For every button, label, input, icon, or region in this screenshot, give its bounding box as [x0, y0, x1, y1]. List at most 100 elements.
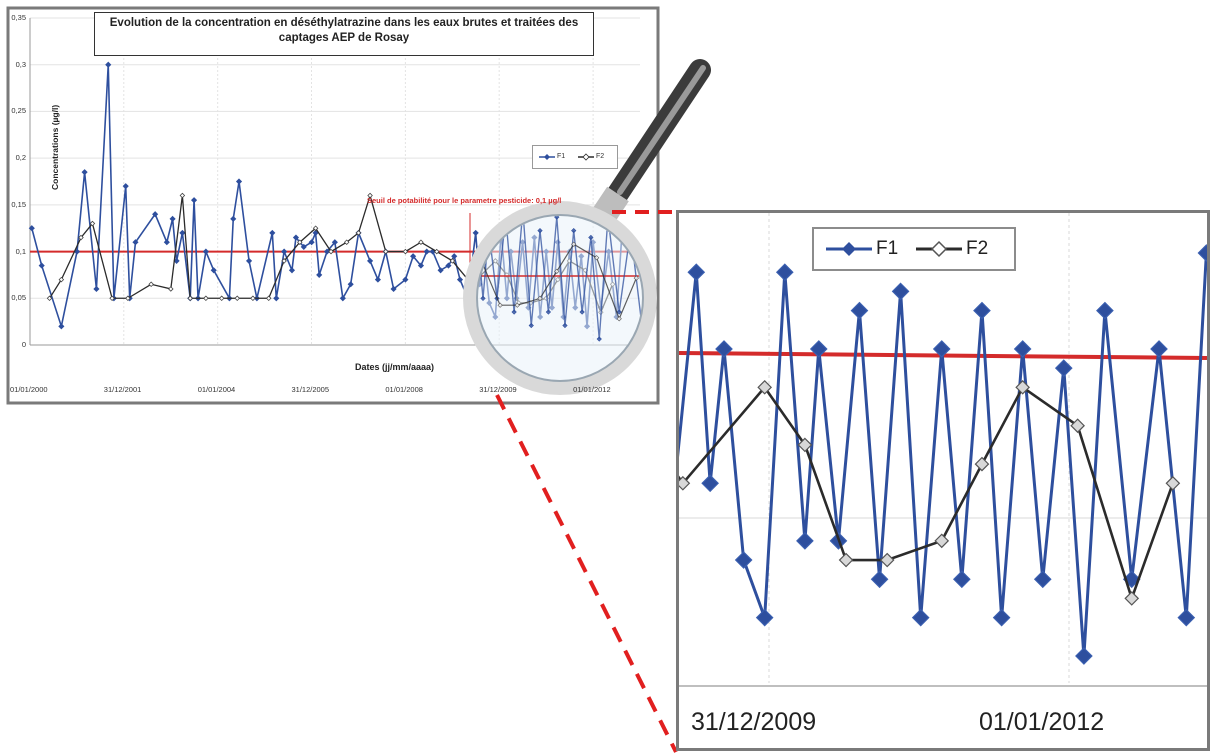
data-point-f1 — [472, 229, 479, 236]
zoom-data-point-f1 — [1096, 301, 1114, 320]
zoom-data-point-f2 — [679, 475, 691, 491]
lens-data-point-f1 — [554, 216, 560, 220]
zoom-data-point-f2 — [757, 379, 773, 395]
zoom-legend-label-f1: F1 — [876, 238, 899, 259]
lens-data-point-f1 — [562, 322, 568, 329]
zoom-data-point-f1 — [755, 608, 774, 627]
data-point-f1 — [269, 229, 276, 236]
x-tick-label: 31/12/2001 — [103, 385, 142, 394]
data-point-f1 — [122, 183, 129, 190]
y-tick-label: 0,15 — [11, 199, 26, 209]
lens-series-line-f1 — [478, 216, 642, 342]
zoom-legend-swatches — [826, 240, 962, 258]
legend: F1 F2 — [532, 145, 618, 169]
x-axis-label: Dates (jj/mm/aaaa) — [355, 362, 435, 372]
lens-data-point-f1 — [511, 309, 517, 315]
zoom-series-layer — [679, 244, 1207, 665]
data-point-f2 — [265, 295, 272, 302]
zoom-data-point-f1 — [973, 301, 991, 320]
data-point-f1 — [273, 295, 280, 302]
lens-data-point-f2 — [537, 295, 543, 302]
zoom-chart — [679, 213, 1207, 687]
y-axis-label: Concentrations (µg/l) — [50, 104, 60, 190]
zoom-data-point-f1 — [932, 340, 951, 358]
y-tick-label: 0,3 — [15, 59, 26, 69]
data-point-f1 — [81, 169, 88, 176]
lens-data-point-f1 — [528, 322, 534, 329]
zoom-data-point-f1 — [775, 263, 794, 282]
lens-data-point-f2 — [616, 316, 622, 322]
y-tick-label: 0,2 — [15, 153, 26, 163]
zoom-series-line-f1 — [679, 252, 1207, 657]
data-point-f1 — [163, 239, 170, 246]
data-point-f1 — [58, 323, 65, 330]
data-point-f1 — [230, 215, 237, 222]
zoom-data-point-f1 — [870, 570, 889, 589]
data-point-f2 — [187, 295, 193, 302]
zoom-data-point-f1 — [1075, 647, 1093, 665]
data-point-f1 — [456, 276, 464, 283]
data-point-f1 — [445, 262, 452, 269]
lens-data-point-f2 — [633, 275, 639, 281]
data-point-f1 — [323, 248, 331, 255]
data-point-f1 — [423, 248, 430, 255]
data-point-f1 — [331, 239, 338, 246]
zoom-data-point-f1 — [796, 532, 814, 550]
zoom-x-tick-2: 01/01/2012 — [979, 708, 1105, 736]
lens-data-point-f1 — [579, 309, 585, 315]
zoom-data-point-f2 — [838, 552, 854, 568]
data-point-f1 — [132, 239, 139, 246]
data-point-f1 — [281, 248, 288, 255]
data-point-f2 — [109, 295, 115, 302]
data-point-f2 — [179, 192, 186, 199]
data-point-f1 — [245, 257, 253, 264]
data-point-f2 — [148, 281, 154, 288]
data-point-f1 — [300, 243, 307, 250]
zoom-data-point-f2 — [797, 437, 813, 453]
data-point-f1 — [169, 215, 176, 222]
zoom-data-point-f2 — [1124, 591, 1140, 606]
x-tick-label: 01/01/2000 — [10, 385, 48, 394]
zoom-data-point-f1 — [701, 474, 719, 493]
y-tick-label: 0,1 — [15, 246, 26, 256]
threshold-label: Seuil de potabilité pour le parametre pe… — [367, 196, 562, 205]
data-point-f1 — [202, 248, 209, 255]
data-point-f2 — [418, 239, 424, 245]
zoom-data-point-f1 — [1033, 570, 1052, 589]
data-point-f2 — [281, 258, 287, 264]
data-point-f1 — [390, 285, 397, 293]
lens-data-point-f1 — [596, 336, 602, 342]
lens-data-point-f1 — [480, 295, 486, 302]
data-point-f1 — [288, 267, 296, 274]
zoom-data-point-f1 — [1054, 359, 1073, 377]
zoom-legend: F1 F2 — [812, 227, 1016, 271]
lens-data-point-f1 — [571, 228, 577, 234]
zoom-data-point-f1 — [734, 551, 753, 569]
data-point-f2 — [58, 276, 65, 283]
data-point-f1 — [437, 267, 444, 274]
data-point-f1 — [93, 285, 100, 293]
data-point-f2 — [297, 239, 303, 245]
zoom-data-point-f1 — [891, 282, 910, 301]
lens-series-line-f2 — [478, 216, 637, 321]
data-point-f1 — [316, 271, 323, 278]
data-point-f1 — [190, 197, 198, 204]
zoom-data-point-f2 — [1165, 475, 1181, 491]
data-point-f2 — [355, 230, 362, 236]
zoom-x-tick-1: 31/12/2009 — [691, 708, 817, 736]
lens-data-point-f1 — [545, 309, 552, 315]
data-point-f2 — [250, 295, 256, 302]
zoom-data-point-f1 — [687, 263, 706, 282]
zoom-data-point-f1 — [911, 608, 930, 627]
data-point-f2 — [78, 234, 84, 241]
lens-data-point-f2 — [514, 302, 520, 308]
zoom-data-point-f2 — [934, 533, 950, 549]
lens-data-point-f1 — [588, 234, 594, 241]
y-tick-label: 0,35 — [11, 13, 26, 22]
zoom-panel: F1 F2 31/12/2009 01/01/2012 — [676, 210, 1210, 751]
x-tick-label: 01/01/2008 — [385, 385, 423, 394]
data-point-f2 — [46, 295, 53, 302]
zoom-data-point-f1 — [992, 608, 1011, 627]
data-point-f1 — [417, 262, 425, 269]
